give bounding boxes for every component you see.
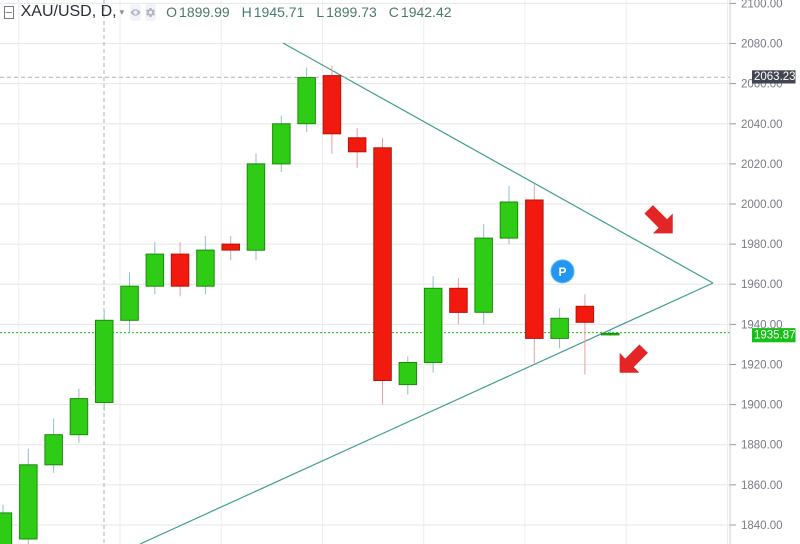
svg-text:1920.00: 1920.00 — [741, 360, 783, 372]
svg-text:P: P — [558, 265, 566, 279]
svg-text:2080.00: 2080.00 — [741, 39, 783, 51]
svg-text:1960.00: 1960.00 — [741, 279, 783, 291]
svg-text:1900.00: 1900.00 — [741, 400, 783, 412]
svg-text:2063.23: 2063.23 — [754, 71, 796, 83]
svg-text:1860.00: 1860.00 — [741, 480, 783, 492]
svg-text:1980.00: 1980.00 — [741, 239, 783, 251]
svg-text:2020.00: 2020.00 — [741, 159, 783, 171]
svg-text:2040.00: 2040.00 — [741, 119, 783, 131]
svg-text:2100.00: 2100.00 — [741, 0, 783, 10]
svg-text:1840.00: 1840.00 — [741, 520, 783, 532]
svg-text:1935.87: 1935.87 — [754, 330, 796, 342]
svg-text:1880.00: 1880.00 — [741, 440, 783, 452]
svg-text:2000.00: 2000.00 — [741, 199, 783, 211]
